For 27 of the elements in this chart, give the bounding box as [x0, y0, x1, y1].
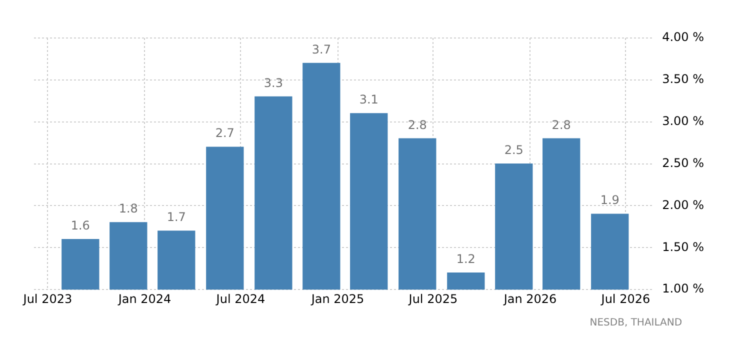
- data-label: 2.5: [504, 142, 524, 157]
- data-label: 1.2: [456, 252, 476, 266]
- text: NESDB, THAILAND: [590, 318, 682, 329]
- data-label: 3.1: [359, 92, 378, 107]
- x-tick-label: Jan 2026: [502, 292, 557, 306]
- y-tick-label: 1.50 %: [662, 240, 704, 254]
- x-tick-label: Jul 2023: [22, 292, 72, 306]
- data-label: 1.8: [118, 202, 138, 216]
- x-tick-label: Jul 2025: [408, 292, 458, 306]
- data-label: 2.7: [215, 126, 234, 140]
- x-tick-label: Jan 2024: [117, 292, 172, 306]
- data-label: 3.7: [312, 42, 331, 56]
- data-label: 1.6: [70, 218, 90, 232]
- data-label: 1.9: [600, 193, 620, 208]
- data-label: 1.7: [166, 210, 186, 224]
- x-tick-label: Jul 2024: [215, 292, 266, 306]
- y-tick-label: 1.00 %: [662, 282, 704, 296]
- y-tick-label: 2.00 %: [662, 198, 704, 212]
- x-tick-label: Jan 2025: [310, 292, 364, 306]
- y-tick-label: 4.00 %: [662, 30, 704, 44]
- data-label: 2.8: [408, 118, 427, 132]
- y-tick-label: 3.50 %: [662, 72, 704, 86]
- y-tick-label: 3.00 %: [662, 114, 704, 128]
- data-label: 2.8: [552, 118, 571, 132]
- x-tick-label: Jul 2026: [600, 292, 650, 306]
- data-label: 3.3: [264, 76, 283, 90]
- y-tick-label: 2.50 %: [662, 156, 704, 170]
